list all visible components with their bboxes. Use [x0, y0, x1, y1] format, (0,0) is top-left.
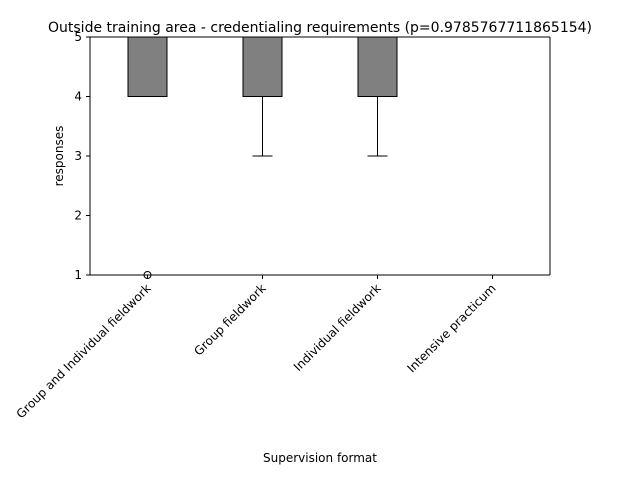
x-axis-label: Supervision format: [263, 451, 377, 465]
y-tick-label: 4: [74, 90, 82, 104]
y-tick-label: 2: [74, 209, 82, 223]
y-tick-label: 5: [74, 30, 82, 44]
y-tick-label: 3: [74, 149, 82, 163]
box-2: [242, 36, 283, 97]
box-1: [127, 36, 168, 97]
y-axis-label: responses: [52, 126, 66, 187]
chart-title: Outside training area - credentialing re…: [48, 20, 592, 36]
box-3: [357, 36, 398, 97]
y-tick-label: 1: [74, 268, 82, 282]
